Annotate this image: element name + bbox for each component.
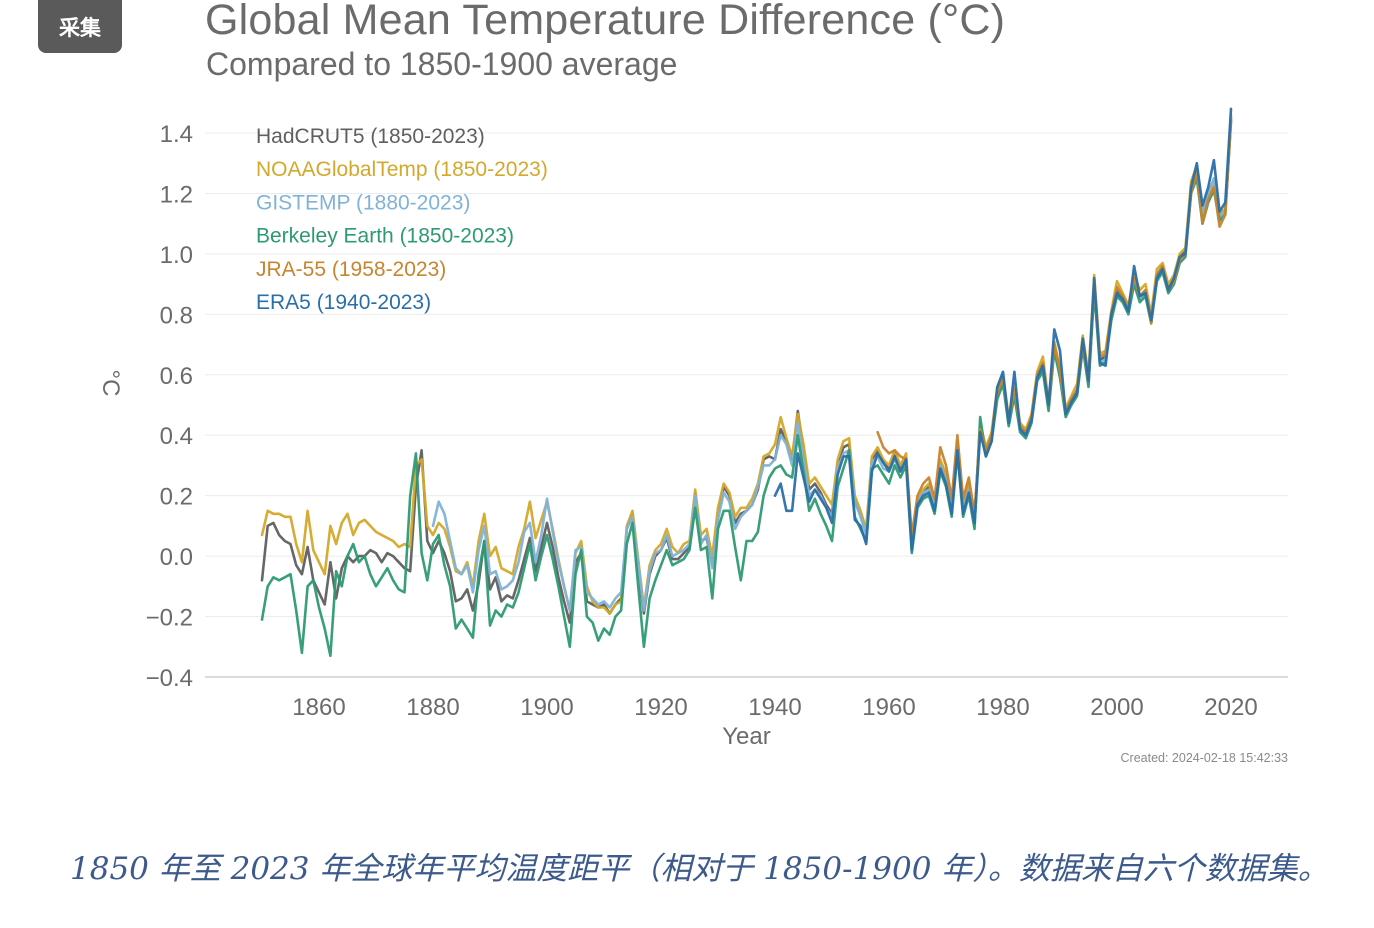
x-tick-label: 2020 bbox=[1204, 694, 1257, 721]
x-tick-label: 1860 bbox=[292, 694, 345, 721]
collect-badge[interactable]: 采集 bbox=[38, 0, 122, 53]
x-tick-label: 1920 bbox=[634, 694, 687, 721]
legend-entry: ERA5 (1940-2023) bbox=[256, 291, 431, 314]
y-tick-label: 0.0 bbox=[160, 544, 193, 571]
y-tick-label: −0.4 bbox=[146, 665, 193, 692]
y-tick-label: 1.0 bbox=[160, 242, 193, 269]
y-tick-label: 0.2 bbox=[160, 484, 193, 511]
y-tick-label: 1.4 bbox=[160, 121, 193, 148]
series-line bbox=[876, 119, 1233, 537]
x-tick-label: 1980 bbox=[976, 694, 1029, 721]
series-line bbox=[773, 107, 1233, 552]
legend-entry: Berkeley Earth (1850-2023) bbox=[256, 225, 514, 248]
legend-entry: NOAAGlobalTemp (1850-2023) bbox=[256, 158, 548, 181]
series-line bbox=[260, 113, 1233, 615]
x-axis-label: Year bbox=[722, 723, 771, 750]
y-tick-label: 0.8 bbox=[160, 302, 193, 329]
created-timestamp: Created: 2024-02-18 15:42:33 bbox=[1121, 751, 1289, 765]
chart-subtitle: Compared to 1850-1900 average bbox=[206, 46, 678, 82]
legend-entry: GISTEMP (1880-2023) bbox=[256, 191, 470, 214]
figure-caption: 1850 年至 2023 年全球年平均温度距平（相对于 1850-1900 年）… bbox=[70, 851, 1329, 887]
x-tick-label: 1900 bbox=[520, 694, 573, 721]
x-tick-label: 1940 bbox=[748, 694, 801, 721]
legend-entry: JRA-55 (1958-2023) bbox=[256, 258, 446, 281]
y-tick-label: 0.4 bbox=[160, 423, 193, 450]
legend-entry: HadCRUT5 (1850-2023) bbox=[256, 125, 485, 148]
x-tick-label: 1960 bbox=[862, 694, 915, 721]
chart-title: Global Mean Temperature Difference (°C) bbox=[205, 0, 1006, 44]
x-tick-label: 1880 bbox=[406, 694, 459, 721]
x-tick-label: 2000 bbox=[1090, 694, 1143, 721]
y-axis-label: °C bbox=[97, 370, 124, 397]
y-tick-label: −0.2 bbox=[146, 605, 193, 632]
temperature-chart: −0.4 −0.2 0.0 0.2 0.4 0.6 0.8 1.0 1.2 1.4 1860 1880… bbox=[97, 107, 1289, 765]
y-tick-label: 0.6 bbox=[160, 363, 193, 390]
y-tick-label: 1.2 bbox=[160, 181, 193, 208]
